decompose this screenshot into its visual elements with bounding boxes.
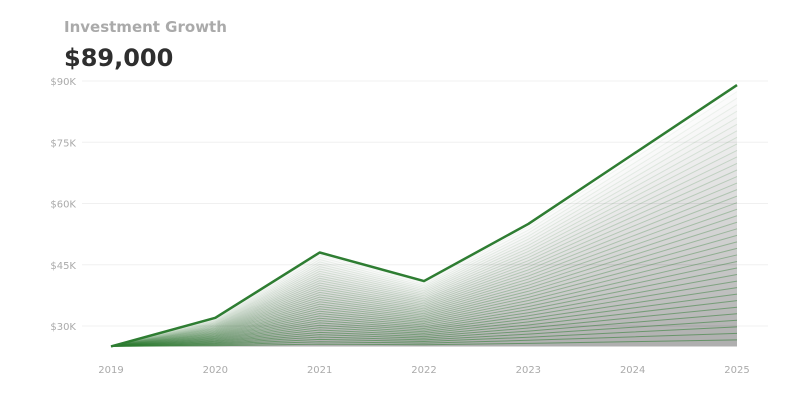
ripple-line <box>110 326 738 347</box>
ripple-line <box>110 274 738 347</box>
x-tick-label: 2023 <box>516 365 541 376</box>
x-tick-label: 2020 <box>203 365 228 376</box>
x-tick-label: 2019 <box>98 365 123 376</box>
y-tick-label: $45K <box>50 261 76 272</box>
ripple-line <box>110 241 738 347</box>
ripple-line <box>110 176 738 347</box>
y-tick-label: $60K <box>50 200 76 211</box>
ripple-line <box>110 143 738 347</box>
ripple-line <box>110 104 738 347</box>
ripple-line <box>110 287 738 347</box>
ripple-line <box>110 149 738 347</box>
ripple-line <box>110 163 738 347</box>
ripple-line <box>110 247 738 347</box>
ripple-line <box>110 267 738 347</box>
ripple-line <box>110 156 738 347</box>
ripple-line <box>110 123 738 347</box>
ripple-line <box>110 221 738 347</box>
ripple-line <box>110 136 738 347</box>
ripple-line <box>110 260 738 347</box>
ripple-line <box>110 313 738 347</box>
series-line <box>110 84 738 348</box>
ripple-line <box>110 339 738 347</box>
ripple-line <box>110 169 738 347</box>
x-tick-label: 2022 <box>411 365 436 376</box>
ripple-line <box>110 306 738 347</box>
chart-subtitle: Investment Growth <box>64 18 227 36</box>
ripple-line <box>110 117 738 347</box>
ripple-line <box>110 195 738 347</box>
ripple-line <box>110 228 738 347</box>
ripple-line <box>110 300 738 347</box>
y-tick-label: $90K <box>50 77 76 88</box>
ripple-line <box>110 189 738 347</box>
ripple-line <box>110 319 738 347</box>
x-tick-label: 2024 <box>620 365 645 376</box>
ripple-line <box>110 182 738 347</box>
current-value: $89,000 <box>64 44 174 72</box>
ripple-line <box>110 234 738 347</box>
ripple-line <box>110 215 738 347</box>
ripple-line <box>110 208 738 347</box>
ripple-line <box>110 280 738 347</box>
ripple-line <box>110 332 738 347</box>
x-tick-label: 2021 <box>307 365 332 376</box>
ripple-line <box>110 254 738 347</box>
ripple-line <box>110 202 738 347</box>
y-tick-label: $30K <box>50 322 76 333</box>
ripple-line <box>110 130 738 347</box>
ripple-line <box>110 293 738 347</box>
x-tick-label: 2025 <box>724 365 749 376</box>
ripple-line <box>110 110 738 347</box>
y-tick-label: $75K <box>50 138 76 149</box>
ripple-line <box>110 97 738 347</box>
